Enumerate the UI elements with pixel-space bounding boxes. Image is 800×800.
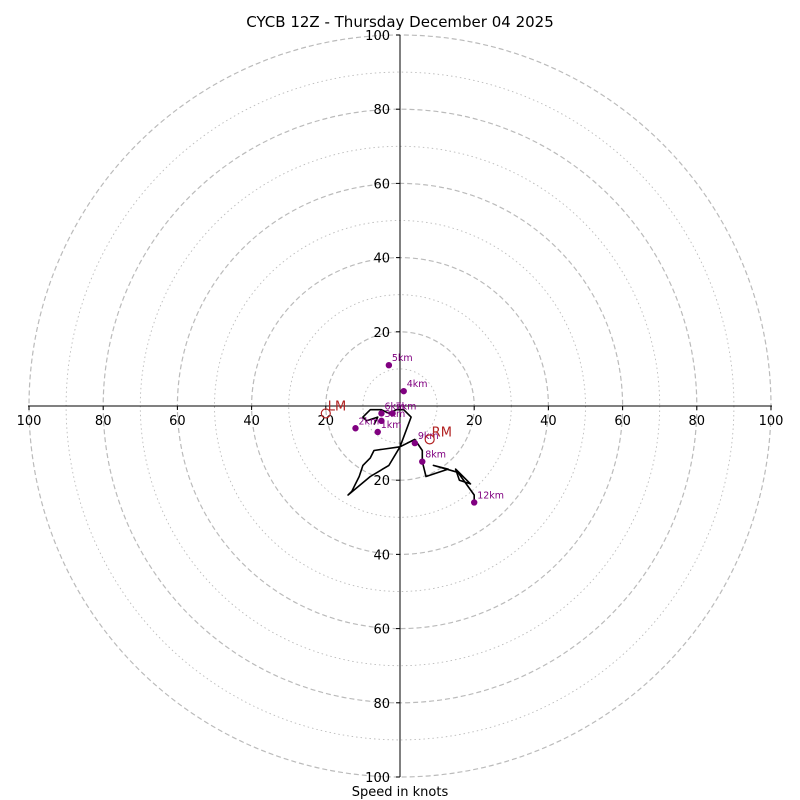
y-tick-label: 20: [373, 474, 390, 489]
x-axis-label: Speed in knots: [352, 785, 449, 800]
height-marker: 1km: [374, 420, 402, 436]
y-tick-label: 80: [373, 697, 390, 712]
x-tick-label: 100: [17, 414, 42, 429]
storm-motion-marker: LM: [320, 399, 346, 419]
height-marker-dot: [385, 361, 393, 369]
storm-motion-marker: RM: [424, 425, 452, 445]
chart-title: CYCB 12Z - Thursday December 04 2025: [246, 13, 554, 31]
height-marker: 2km: [352, 416, 379, 432]
height-marker-label: 12km: [477, 490, 504, 501]
x-tick-label: 20: [318, 414, 335, 429]
height-marker-label: 2km: [358, 416, 379, 427]
height-marker-dot: [389, 410, 396, 417]
height-markers: 1km2km3km4km5km6km7km8km9km12km: [352, 353, 504, 506]
y-tick-label: 100: [365, 29, 390, 44]
x-tick-label: 20: [466, 414, 483, 429]
x-tick-label: 40: [540, 414, 557, 429]
axes: [28, 35, 772, 777]
height-marker-label: 6km: [384, 401, 405, 412]
height-marker: 9km: [411, 431, 439, 447]
height-marker-dot: [400, 387, 407, 395]
height-marker-label: 5km: [392, 353, 413, 364]
height-marker-label: 1km: [381, 420, 402, 431]
height-marker-dot: [378, 410, 385, 417]
height-marker-dot: [471, 499, 478, 506]
hodograph-line: [347, 408, 476, 503]
height-marker: 12km: [471, 490, 504, 506]
y-tick-label: 40: [373, 548, 390, 563]
y-tick-label: 60: [373, 177, 390, 192]
x-tick-label: 100: [759, 414, 784, 429]
height-marker-label: 7km: [396, 401, 417, 412]
x-tick-label: 40: [243, 414, 260, 429]
storm-motion-circle: [424, 434, 435, 445]
y-tick-label: 80: [373, 103, 390, 118]
height-marker-dot: [352, 425, 359, 432]
height-marker-label: 4km: [407, 379, 428, 390]
height-marker: 6km: [378, 401, 405, 417]
height-marker-dot: [378, 417, 385, 425]
height-marker: 5km: [385, 353, 413, 369]
height-marker-dot: [411, 439, 419, 447]
height-marker: 8km: [419, 450, 446, 465]
height-marker-label: 9km: [418, 431, 439, 442]
storm-motion-label: RM: [432, 425, 452, 440]
y-tick-label: 20: [373, 326, 390, 341]
height-marker: 7km: [389, 401, 417, 417]
x-tick-label: 60: [614, 414, 631, 429]
hodograph-trace: [347, 408, 476, 503]
axis-tick-labels: 100 80 60 40 20 20 40 60 80 100 20 40 60 80 100 20 40 60 8…: [17, 29, 784, 786]
height-marker-dot: [419, 458, 426, 465]
storm-motion-markers: LM RM: [320, 399, 452, 445]
y-tick-label: 100: [365, 771, 390, 786]
x-tick-label: 80: [689, 414, 706, 429]
height-marker-label: 8km: [425, 450, 446, 461]
y-tick-label: 60: [373, 623, 390, 638]
storm-motion-label: LM: [328, 399, 346, 414]
height-marker: 4km: [400, 379, 428, 395]
x-tick-label: 60: [169, 414, 186, 429]
y-tick-label: 40: [373, 252, 390, 267]
height-marker-dot: [374, 428, 381, 436]
x-tick-label: 80: [95, 414, 112, 429]
storm-motion-circle: [320, 408, 331, 419]
